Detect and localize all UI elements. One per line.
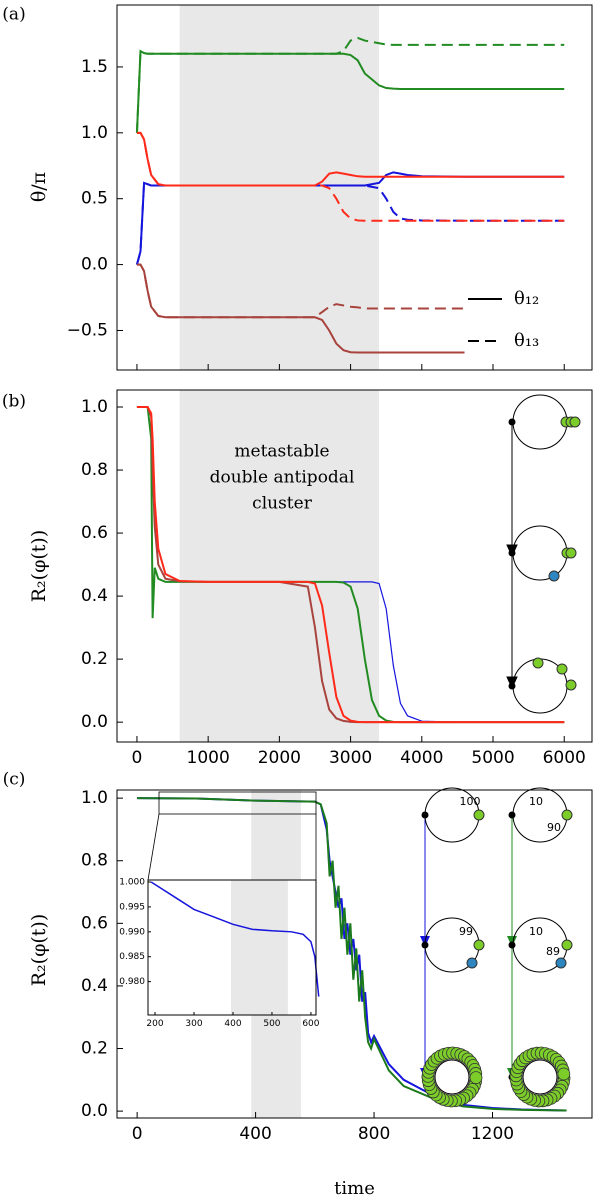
y-tick-label: 0.0 xyxy=(81,255,108,275)
y-tick-label: 1.5 xyxy=(81,57,108,77)
series-line xyxy=(135,36,565,133)
x-tick-label: 2000 xyxy=(258,748,301,768)
x-tick-label: 400 xyxy=(239,1124,271,1144)
y-axis-label: θ/π xyxy=(28,172,50,202)
y-tick-label: 0.8 xyxy=(81,460,108,480)
plot-frame xyxy=(147,879,317,1016)
annotation: 100 xyxy=(460,795,481,808)
oscillator xyxy=(555,957,567,969)
shaded-region xyxy=(179,390,380,742)
dot xyxy=(508,549,516,557)
y-tick-label: 1.0 xyxy=(81,397,108,417)
oscillator xyxy=(565,547,577,559)
annotation: double antipodal xyxy=(210,468,355,488)
x-tick-label: 1000 xyxy=(187,748,230,768)
y-axis-label: R₂(φ(t)) xyxy=(28,914,50,987)
panel-label: (b) xyxy=(2,392,26,412)
series-line xyxy=(136,263,465,354)
panel-label: (c) xyxy=(3,770,26,790)
series-line xyxy=(150,881,320,997)
annotation: 90 xyxy=(547,821,561,834)
x-tick-label: 800 xyxy=(358,1124,390,1144)
oscillator xyxy=(565,679,577,691)
x-tick-label: 5000 xyxy=(471,748,514,768)
phase-circle xyxy=(512,394,568,450)
oscillator xyxy=(473,939,485,951)
y-tick-label: 0.8 xyxy=(81,851,108,871)
plot-frame xyxy=(116,789,593,1119)
x-tick-label: 1200 xyxy=(471,1124,514,1144)
oscillator xyxy=(569,416,581,428)
y-tick-label: −0.5 xyxy=(67,320,108,340)
y-tick-label: 0.4 xyxy=(81,976,108,996)
shaded-region xyxy=(231,880,288,1015)
y-tick-label: 0.995 xyxy=(119,902,145,912)
plot-frame xyxy=(116,4,593,371)
y-tick-label: 0.980 xyxy=(119,977,145,987)
series-line xyxy=(136,406,565,724)
y-tick-label: 0.2 xyxy=(81,1039,108,1059)
x-tick-label: 200 xyxy=(146,1019,163,1029)
series-line xyxy=(137,797,567,1112)
series-line xyxy=(136,263,465,319)
plot-frame xyxy=(116,389,593,743)
annotation: 99 xyxy=(459,925,473,938)
oscillator xyxy=(532,657,544,669)
annotation: 89 xyxy=(546,945,560,958)
oscillator xyxy=(556,663,568,675)
overlay: 100 10 90 99 10 89 metastable double ant… xyxy=(147,394,581,1108)
annotation: cluster xyxy=(252,494,313,514)
dot xyxy=(508,682,516,690)
x-tick-label: 0 xyxy=(132,1124,143,1144)
oscillator xyxy=(557,1067,571,1081)
ring-hole xyxy=(434,1059,470,1095)
y-tick-label: 0.0 xyxy=(81,712,108,732)
y-tick-label: 0.4 xyxy=(81,586,108,606)
zoom-connector xyxy=(147,813,160,881)
oscillator xyxy=(469,1071,483,1085)
y-tick-label: 1.0 xyxy=(81,123,108,143)
x-tick-label: 500 xyxy=(263,1019,280,1029)
x-tick-label: 400 xyxy=(224,1019,241,1029)
y-tick-label: 0.2 xyxy=(81,649,108,669)
annotation: metastable xyxy=(234,442,329,462)
ring-hole xyxy=(522,1059,558,1095)
series-line xyxy=(136,131,565,222)
panel-label: (a) xyxy=(2,5,25,25)
oscillator xyxy=(473,809,485,821)
x-tick-label: 6000 xyxy=(543,748,586,768)
y-axis-label: R₂(φ(t)) xyxy=(28,530,50,603)
zoom-box xyxy=(158,791,317,815)
oscillator xyxy=(561,939,573,951)
ring-diagrams xyxy=(421,1046,571,1108)
y-tick-label: 0.0 xyxy=(81,1101,108,1121)
oscillator xyxy=(466,957,478,969)
y-tick-label: 1.0 xyxy=(81,788,108,808)
y-tick-label: 0.6 xyxy=(81,913,108,933)
y-tick-label: 1.000 xyxy=(119,877,145,887)
x-axis-label: time xyxy=(334,1178,375,1199)
annotation: 10 xyxy=(529,795,543,808)
x-tick-label: 4000 xyxy=(400,748,443,768)
x-tick-label: 0 xyxy=(132,748,143,768)
y-tick-label: 0.6 xyxy=(81,523,108,543)
oscillator xyxy=(561,809,573,821)
y-tick-label: 0.990 xyxy=(119,927,145,937)
dot xyxy=(508,941,516,949)
x-tick-label: 600 xyxy=(302,1019,319,1029)
x-tick-label: 300 xyxy=(185,1019,202,1029)
y-tick-label: 0.985 xyxy=(119,952,145,962)
y-tick-label: 0.5 xyxy=(81,189,108,209)
annotation: 10 xyxy=(529,925,543,938)
shaded-region xyxy=(179,5,380,370)
x-tick-label: 3000 xyxy=(329,748,372,768)
legend-label: θ₁₃ xyxy=(514,330,539,351)
dot xyxy=(508,418,516,426)
dot xyxy=(508,811,516,819)
series-line xyxy=(135,181,565,265)
oscillator xyxy=(548,570,560,582)
phase-circle xyxy=(512,525,568,581)
legend-label: θ₁₂ xyxy=(514,288,539,309)
